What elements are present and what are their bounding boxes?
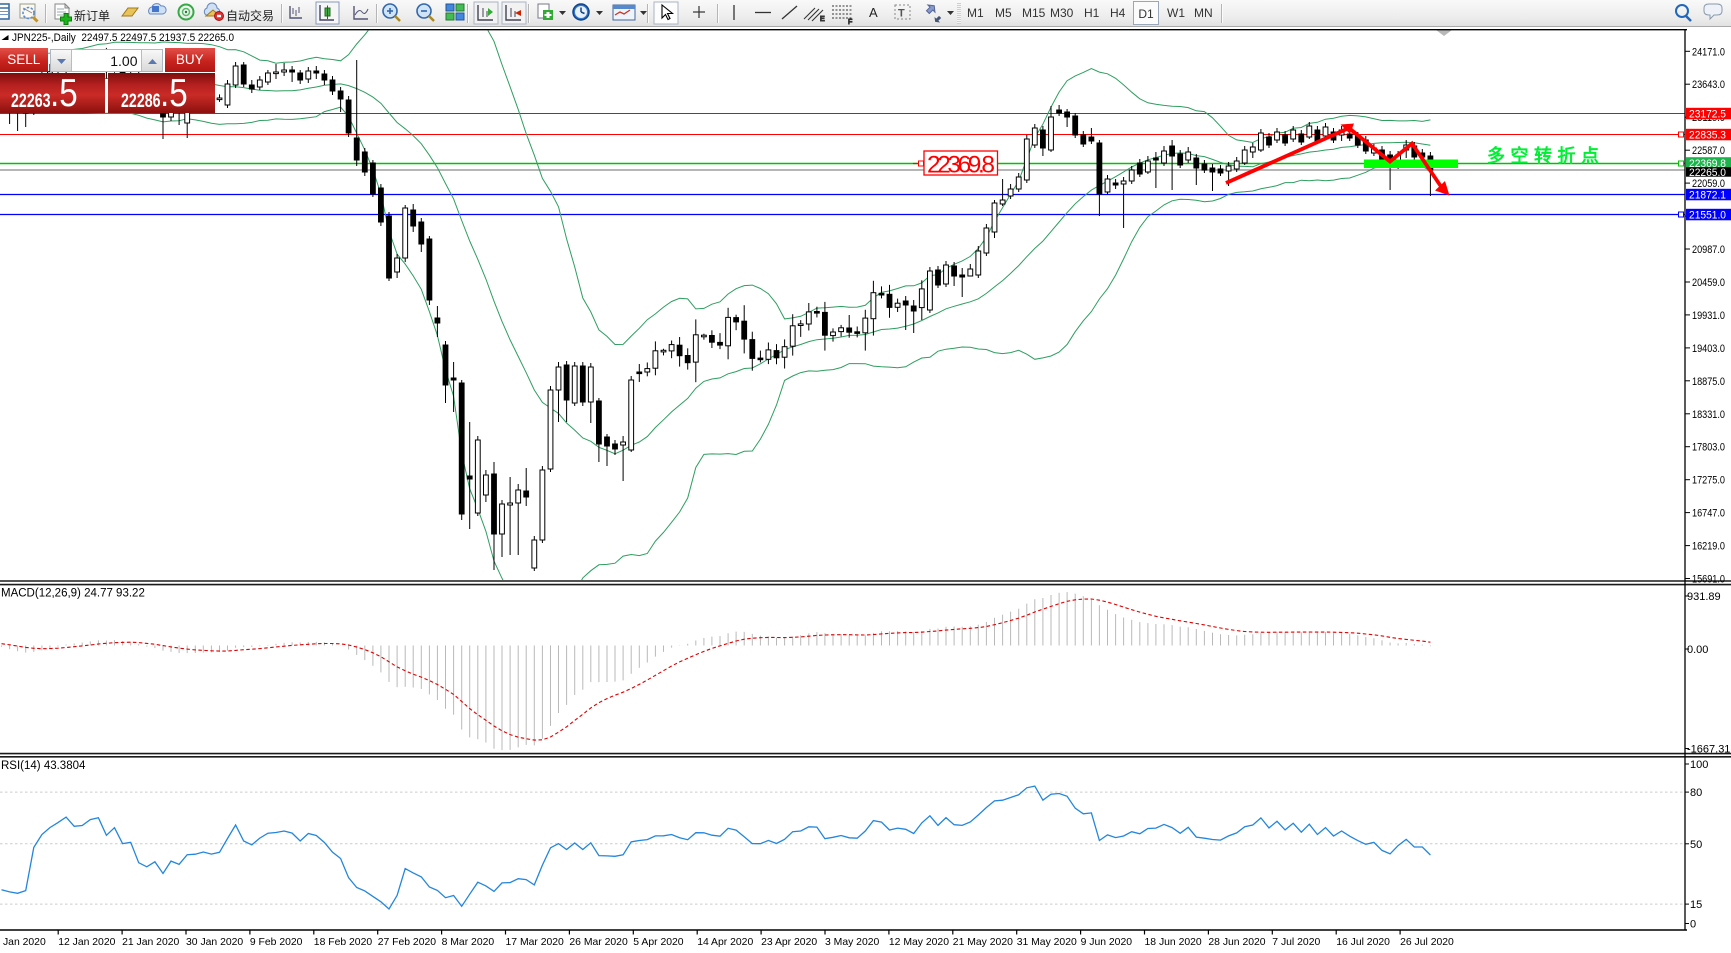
- svg-text:17275.0: 17275.0: [1692, 475, 1725, 487]
- svg-text:A: A: [869, 5, 878, 20]
- svg-text:12 May 2020: 12 May 2020: [889, 937, 949, 948]
- svg-text:0: 0: [1690, 919, 1696, 931]
- svg-text:22265.0: 22265.0: [1689, 167, 1726, 179]
- svg-text:-1667.31: -1667.31: [1687, 744, 1730, 756]
- svg-text:22369.8: 22369.8: [927, 152, 995, 179]
- svg-text:22059.0: 22059.0: [1692, 178, 1725, 190]
- svg-text:20987.0: 20987.0: [1692, 244, 1725, 256]
- svg-text:20459.0: 20459.0: [1692, 277, 1725, 289]
- svg-text:30 Jan 2020: 30 Jan 2020: [186, 937, 243, 948]
- svg-text:31 May 2020: 31 May 2020: [1017, 937, 1077, 948]
- svg-text:28 Jun 2020: 28 Jun 2020: [1208, 937, 1265, 948]
- svg-text:23172.5: 23172.5: [1689, 109, 1726, 121]
- svg-text:16219.0: 16219.0: [1692, 541, 1725, 553]
- svg-text:9 Feb 2020: 9 Feb 2020: [250, 937, 303, 948]
- svg-text:MACD(12,26,9) 24.77 93.22: MACD(12,26,9) 24.77 93.22: [1, 588, 145, 600]
- svg-text:15: 15: [1690, 899, 1702, 911]
- svg-text:18 Feb 2020: 18 Feb 2020: [314, 937, 373, 948]
- svg-text:12 Jan 2020: 12 Jan 2020: [58, 937, 115, 948]
- svg-text:14 Apr 2020: 14 Apr 2020: [697, 937, 753, 948]
- svg-text:26 Mar 2020: 26 Mar 2020: [569, 937, 628, 948]
- svg-text:F: F: [848, 19, 852, 26]
- svg-text:26 Jul 2020: 26 Jul 2020: [1400, 937, 1454, 948]
- svg-text:0.00: 0.00: [1687, 644, 1708, 656]
- svg-text:22369.8: 22369.8: [1689, 158, 1726, 170]
- svg-text:19403.0: 19403.0: [1692, 343, 1725, 355]
- svg-text:23643.0: 23643.0: [1692, 79, 1725, 91]
- svg-text:5 Apr 2020: 5 Apr 2020: [633, 937, 683, 948]
- svg-text:50: 50: [1690, 839, 1702, 851]
- svg-text:21551.0: 21551.0: [1689, 210, 1726, 222]
- svg-text:100: 100: [1690, 759, 1708, 771]
- svg-text:23 Apr 2020: 23 Apr 2020: [761, 937, 817, 948]
- svg-text:多空转折点: 多空转折点: [1487, 145, 1605, 166]
- svg-text:2 Jan 2020: 2 Jan 2020: [0, 937, 46, 948]
- svg-text:22835.3: 22835.3: [1689, 130, 1726, 142]
- svg-text:T: T: [898, 8, 905, 20]
- svg-text:17 Mar 2020: 17 Mar 2020: [506, 937, 565, 948]
- svg-text:7 Jul 2020: 7 Jul 2020: [1272, 937, 1320, 948]
- svg-text:16 Jul 2020: 16 Jul 2020: [1336, 937, 1390, 948]
- svg-text:JPN225-,Daily 22497.5 22497.5: JPN225-,Daily 22497.5 22497.5 21937.5 22…: [12, 32, 234, 44]
- svg-text:27 Feb 2020: 27 Feb 2020: [378, 937, 437, 948]
- svg-text:9 Jun 2020: 9 Jun 2020: [1081, 937, 1133, 948]
- svg-text:18331.0: 18331.0: [1692, 409, 1725, 421]
- svg-text:17803.0: 17803.0: [1692, 442, 1725, 454]
- svg-text:RSI(14) 43.3804: RSI(14) 43.3804: [1, 760, 86, 772]
- svg-text:8 Mar 2020: 8 Mar 2020: [442, 937, 495, 948]
- svg-text:24171.0: 24171.0: [1692, 46, 1725, 58]
- svg-text:18 Jun 2020: 18 Jun 2020: [1145, 937, 1202, 948]
- svg-text:80: 80: [1690, 787, 1702, 799]
- svg-text:3 May 2020: 3 May 2020: [825, 937, 880, 948]
- svg-text:16747.0: 16747.0: [1692, 508, 1725, 520]
- svg-text:18875.0: 18875.0: [1692, 376, 1725, 388]
- svg-text:21 May 2020: 21 May 2020: [953, 937, 1013, 948]
- svg-text:21 Jan 2020: 21 Jan 2020: [122, 937, 179, 948]
- svg-text:21872.1: 21872.1: [1689, 190, 1726, 202]
- svg-text:15691.0: 15691.0: [1692, 574, 1725, 586]
- svg-text:22587.0: 22587.0: [1692, 145, 1725, 157]
- svg-text:E: E: [820, 16, 825, 23]
- svg-text:931.89: 931.89: [1687, 591, 1721, 603]
- svg-text:19931.0: 19931.0: [1692, 310, 1725, 322]
